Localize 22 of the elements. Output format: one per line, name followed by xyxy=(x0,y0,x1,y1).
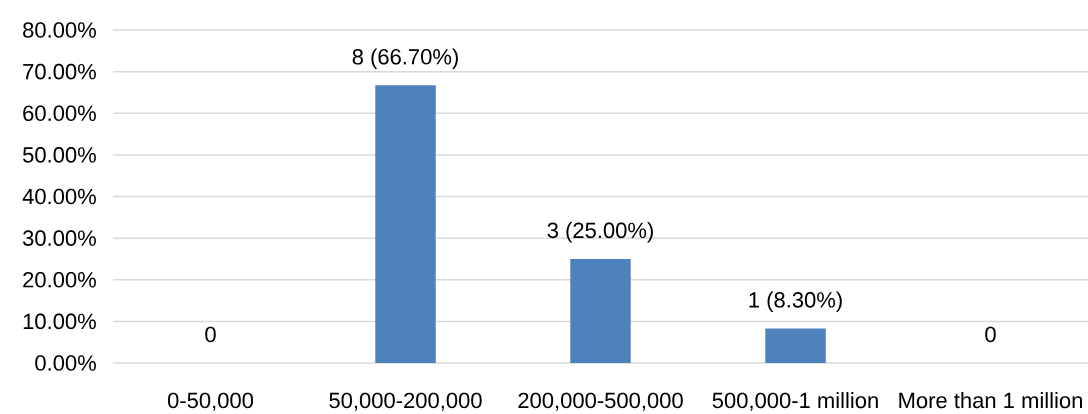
data-label: 0 xyxy=(985,326,996,343)
y-tick-label: 40.00% xyxy=(22,188,96,205)
y-tick-label: 60.00% xyxy=(23,105,96,122)
data-label: 3 (25.00%) xyxy=(547,222,653,243)
y-tick-label: 80.00% xyxy=(23,22,96,38)
data-label: 8 (66.70%) xyxy=(352,48,458,69)
y-tick-label: 50.00% xyxy=(23,147,96,163)
x-tick-label: More than 1 million xyxy=(899,392,1082,409)
x-tick-label: 500,000-1 million xyxy=(712,392,878,411)
x-tick-label: 200,000-500,000 xyxy=(518,392,683,411)
y-tick-label: 10.00% xyxy=(23,313,96,330)
y-tick-label: 20.00% xyxy=(23,271,96,288)
y-tick-label: 30.00% xyxy=(22,230,96,246)
x-tick-label: 50,000-200,000 xyxy=(329,392,482,411)
y-tick-label: 70.00% xyxy=(23,63,96,80)
bar xyxy=(570,258,631,363)
bar xyxy=(765,328,826,363)
bar xyxy=(375,85,436,363)
data-label: 1 (8.30%) xyxy=(749,291,842,313)
y-tick-label: 0.00% xyxy=(35,355,96,371)
x-tick-label: 0-50,000 xyxy=(167,392,254,411)
data-label: 0 xyxy=(205,326,216,343)
